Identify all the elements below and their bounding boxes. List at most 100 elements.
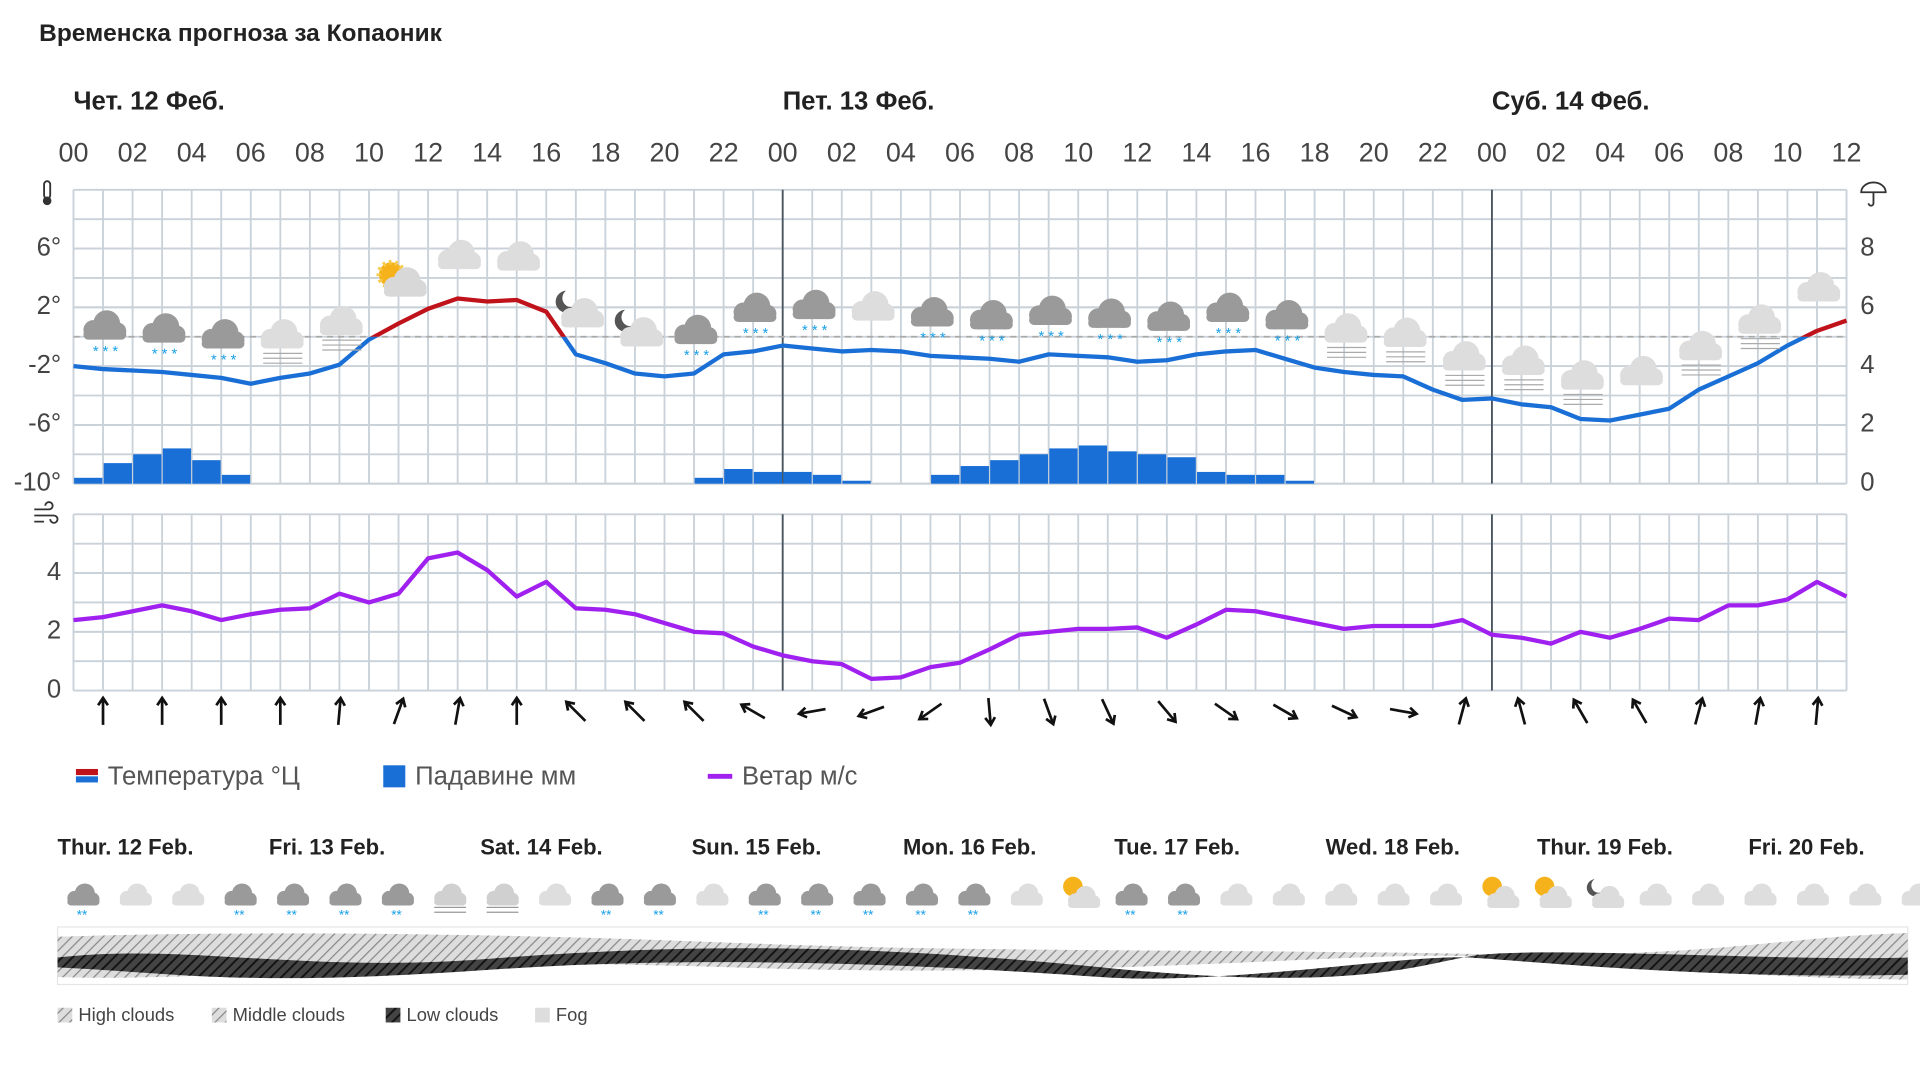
weather-icon [1206,292,1250,323]
snow-flake: * [940,331,946,347]
cloud-base [1797,291,1841,302]
wind-arrow [1042,698,1057,727]
moon [614,309,637,332]
x-tick-label: 04 [886,137,916,167]
weather-icon [969,300,1013,330]
weather-icon [801,883,834,906]
weather-icon [1272,883,1305,906]
weather-icon [319,305,363,336]
cloud-base [201,338,245,349]
outlook-legend-label: Fog [556,1004,588,1025]
cloud-base [260,338,304,349]
cloud-base [905,898,939,906]
snow-flake: ** [915,907,926,922]
weather-icon [958,883,991,906]
weather-icon [497,241,540,271]
umbrella-icon [1860,181,1887,207]
wind-arrow [156,695,169,725]
snow-flake: * [1285,334,1291,350]
wind-arrow [1157,700,1178,724]
precipitation-bar [1137,454,1167,484]
wind-arrow [1693,696,1707,725]
outlook-day: Fri. 13 Feb. [269,834,385,859]
cloud-base [1167,898,1201,906]
precipitation-bar [1197,471,1226,484]
precipitation-bar [931,474,960,484]
precipitation-bar [960,466,989,484]
y-tick-label: -2° [28,351,61,379]
cloud-base [969,319,1013,330]
cloud-base [853,898,886,906]
cloud-base [172,898,205,906]
snow-flake: * [1216,326,1222,342]
temperature-line [73,336,1810,423]
snow-flake: * [103,344,109,360]
outlook-legend-swatch [211,1007,227,1023]
weather-icon [1029,295,1072,325]
axis-icons [34,180,1887,524]
weather-icon [1442,341,1486,371]
wind-arrow [1513,696,1527,725]
snow-flake: * [1226,326,1232,342]
weather-icon [381,883,414,906]
wind-arrow [1214,702,1239,721]
outlook-day: Tue. 17 Feb. [1114,834,1240,859]
cloud-base [1206,312,1250,323]
cloud-base [1487,900,1520,908]
outlook-legend-swatch [385,1007,401,1023]
cloud-base [1901,898,1920,906]
snow-flake: ** [77,907,88,922]
x-tick-label: 02 [118,137,148,167]
weather-icon [620,317,664,347]
snow-flake: ** [234,907,245,922]
wind-arrow [917,702,943,721]
cloud-base [1429,898,1463,906]
cloud-base [67,898,100,906]
cloud-base [438,259,481,270]
cloud-base [620,336,664,347]
wind-arrow [1100,698,1117,726]
x-tick-label: 04 [1595,137,1625,167]
snow-flake: ** [391,907,402,922]
wind-arrow [1272,703,1299,721]
x-tick-label: 22 [1418,137,1448,167]
x-tick-label: 10 [1063,137,1093,167]
weather-icon [853,883,886,906]
cloud-base [792,309,836,320]
cloud-base [1383,337,1427,348]
wind-line [73,550,1848,681]
precipitation-bar [783,471,812,484]
wind-arrow [564,700,587,722]
cloud-base [1324,332,1368,343]
legend-swatch [707,773,733,779]
weather-icon [1167,883,1201,906]
weather-icon [201,319,245,349]
y2-tick-label: 6 [1860,292,1874,320]
weather-icon [733,292,777,323]
weather-icon [142,313,186,343]
snow-flake: * [112,344,118,360]
weather-icon [1265,300,1309,330]
snow-flake: * [979,334,985,350]
weather-icon [1592,885,1625,908]
snow-flake: ** [968,907,979,922]
weather-icon [1115,883,1148,906]
weather-icon [224,883,257,906]
x-tick-label: 18 [1300,137,1330,167]
cloud-base [434,898,467,906]
weather-icon [910,297,954,327]
weather-icon [172,883,205,906]
legend-swatch [383,765,406,788]
cloud-base [539,898,572,906]
weather-icon [1901,883,1920,906]
wind-arrow [1389,706,1419,719]
weather-icon [1639,883,1672,906]
x-tick-label: 06 [945,137,975,167]
precipitation-bar [842,480,871,484]
cloud-base [381,898,414,906]
snow-flake: * [162,347,168,363]
precipitation-bar [1049,448,1078,484]
cloud-base [958,898,991,906]
weather-icon [643,883,676,906]
weather-icon [83,310,127,340]
